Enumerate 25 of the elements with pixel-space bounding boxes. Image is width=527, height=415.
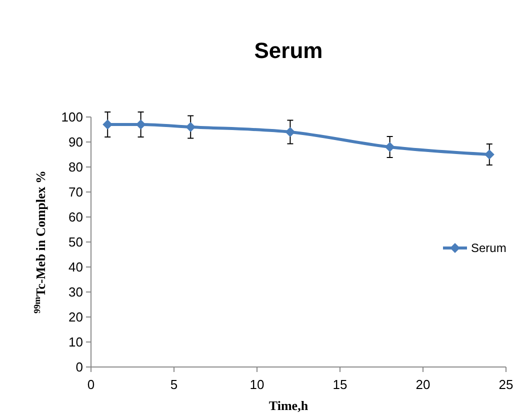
y-tick-label: 90	[68, 134, 83, 150]
y-tick-label: 10	[68, 334, 83, 350]
y-tick-label: 80	[68, 160, 83, 175]
point	[484, 150, 494, 160]
x-tick-label: 25	[498, 377, 514, 392]
y-tick-label: 70	[68, 184, 83, 200]
point	[384, 142, 395, 152]
x-tick-label: 20	[416, 377, 430, 392]
chart-title: Serum	[254, 38, 323, 63]
point	[136, 120, 146, 130]
legend-label: Serum	[471, 241, 506, 256]
y-tick-label: 60	[68, 210, 83, 225]
x-tick-label: 0	[87, 377, 95, 392]
point	[285, 127, 296, 137]
y-tick-label: 20	[68, 310, 83, 325]
x-axis-title: Time,h	[268, 398, 309, 413]
x-tick-label: 15	[332, 377, 348, 392]
x-tick-label: 5	[170, 377, 178, 392]
x-tick-label: 10	[250, 377, 264, 392]
y-tick-label: 50	[68, 234, 83, 250]
y-tick-label: 0	[76, 360, 83, 375]
y-tick-label: 40	[68, 260, 83, 275]
y-tick-label: 30	[68, 284, 83, 300]
point	[186, 122, 196, 132]
y-tick-label: 100	[61, 110, 83, 125]
